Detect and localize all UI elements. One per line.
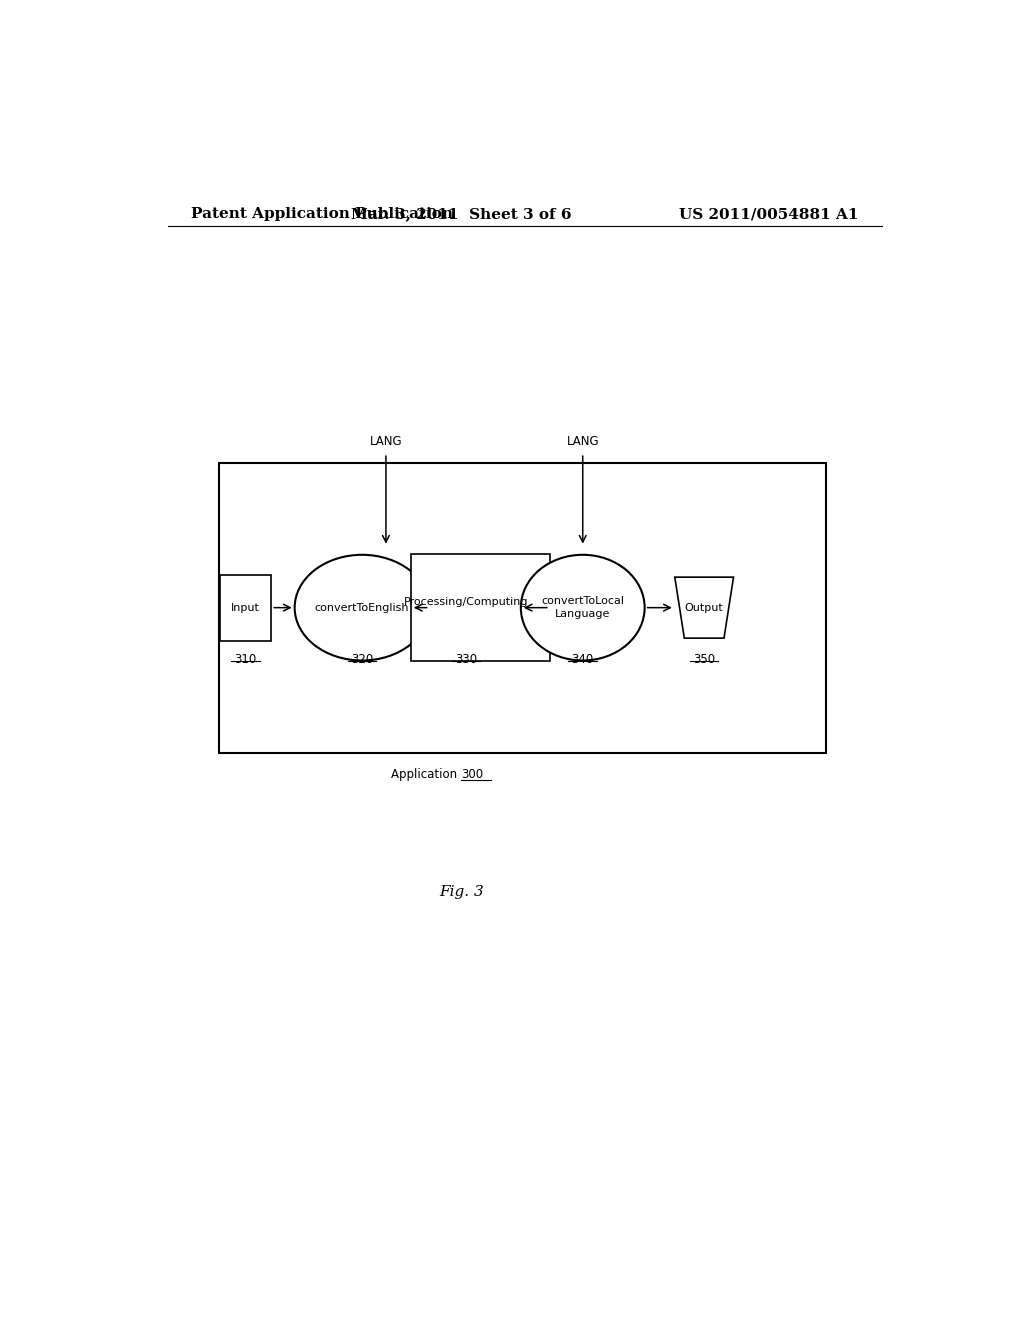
Ellipse shape xyxy=(521,554,645,660)
Text: 350: 350 xyxy=(693,653,715,667)
Text: Output: Output xyxy=(685,603,724,612)
Text: 300: 300 xyxy=(461,768,483,781)
Text: 310: 310 xyxy=(234,653,257,667)
Text: Patent Application Publication: Patent Application Publication xyxy=(191,207,454,222)
Text: Processing/Computing: Processing/Computing xyxy=(403,597,528,607)
Ellipse shape xyxy=(295,554,430,660)
Text: LANG: LANG xyxy=(566,436,599,447)
Text: Fig. 3: Fig. 3 xyxy=(439,886,483,899)
Bar xyxy=(220,574,271,640)
Bar xyxy=(219,463,826,752)
Text: US 2011/0054881 A1: US 2011/0054881 A1 xyxy=(679,207,858,222)
Text: convertToEnglish: convertToEnglish xyxy=(314,603,410,612)
Text: LANG: LANG xyxy=(370,436,402,447)
Bar xyxy=(411,554,550,661)
Text: 330: 330 xyxy=(455,653,477,667)
Polygon shape xyxy=(675,577,733,638)
Text: 320: 320 xyxy=(351,653,373,667)
Text: convertToLocal
Language: convertToLocal Language xyxy=(542,597,625,619)
Text: 340: 340 xyxy=(571,653,594,667)
Text: Application: Application xyxy=(391,768,461,781)
Text: Mar. 3, 2011  Sheet 3 of 6: Mar. 3, 2011 Sheet 3 of 6 xyxy=(351,207,571,222)
Text: Input: Input xyxy=(231,603,260,612)
